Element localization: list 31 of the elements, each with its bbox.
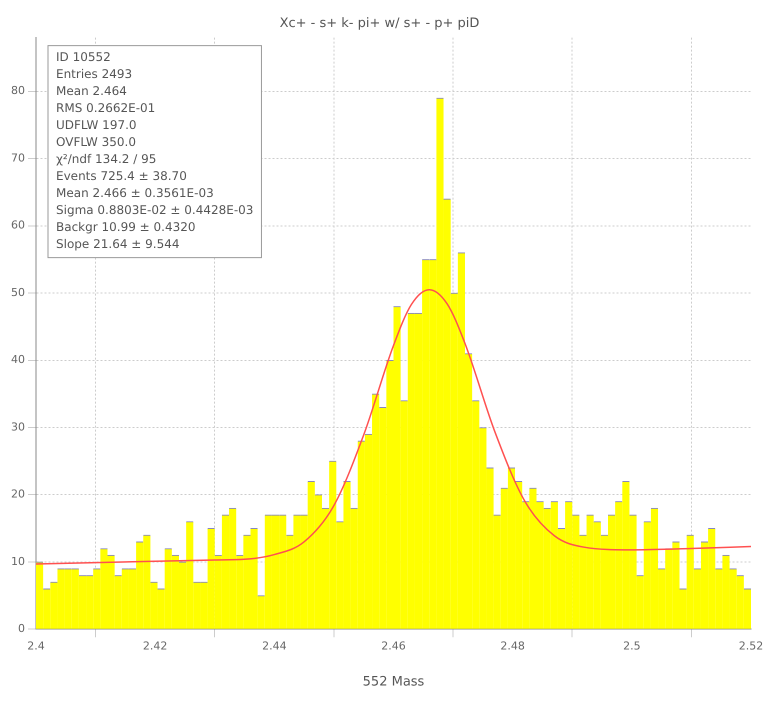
y-tick-label: 20 xyxy=(10,488,25,501)
x-tick-label: 2.44 xyxy=(262,640,287,653)
annotation: χ²/ndf 134.2 / 95 xyxy=(56,152,156,166)
chart-title: Xc+ - s+ k- pi+ w/ s+ - p+ piD xyxy=(280,16,480,32)
annotation: Entries 2493 xyxy=(56,67,132,82)
annotation: ID 10552 xyxy=(56,50,111,64)
x-axis-title: 552 Mass xyxy=(362,674,425,690)
y-tick-label: 30 xyxy=(10,420,25,434)
annotation: UDFLW 197.0 xyxy=(56,118,137,132)
y-tick-label: 0 xyxy=(18,622,25,636)
annotation: Slope 21.64 ± 9.544 xyxy=(56,237,180,252)
y-tick-label: 50 xyxy=(10,286,25,299)
annotation: Backgr 10.99 ± 0.4320 xyxy=(56,220,196,234)
annotation: Sigma 0.8803E-02 ± 0.4428E-03 xyxy=(56,203,254,218)
annotation: Events 725.4 ± 38.70 xyxy=(56,169,187,184)
line-series xyxy=(36,288,751,565)
annotation: Mean 2.464 xyxy=(56,84,127,98)
y-tick-label: 80 xyxy=(10,84,25,98)
y-tick-label: 40 xyxy=(10,353,25,366)
y-tick-label: 10 xyxy=(10,554,25,568)
x-tick-label: 2.4 xyxy=(27,640,45,653)
x-tick-label: 2.46 xyxy=(381,640,406,653)
x-tick-label: 2.5 xyxy=(623,640,641,653)
x-tick-label: 2.48 xyxy=(500,640,525,653)
annotation: RMS 0.2662E-01 xyxy=(56,101,156,116)
x-tick-label: 2.42 xyxy=(142,640,168,653)
y-tick-label: 60 xyxy=(10,218,25,232)
y-tick-label: 70 xyxy=(10,151,25,164)
x-tick-label: 2.52 xyxy=(738,640,764,653)
annotation: OVFLW 350.0 xyxy=(56,135,136,150)
annotation: Mean 2.466 ± 0.3561E-03 xyxy=(56,186,214,200)
